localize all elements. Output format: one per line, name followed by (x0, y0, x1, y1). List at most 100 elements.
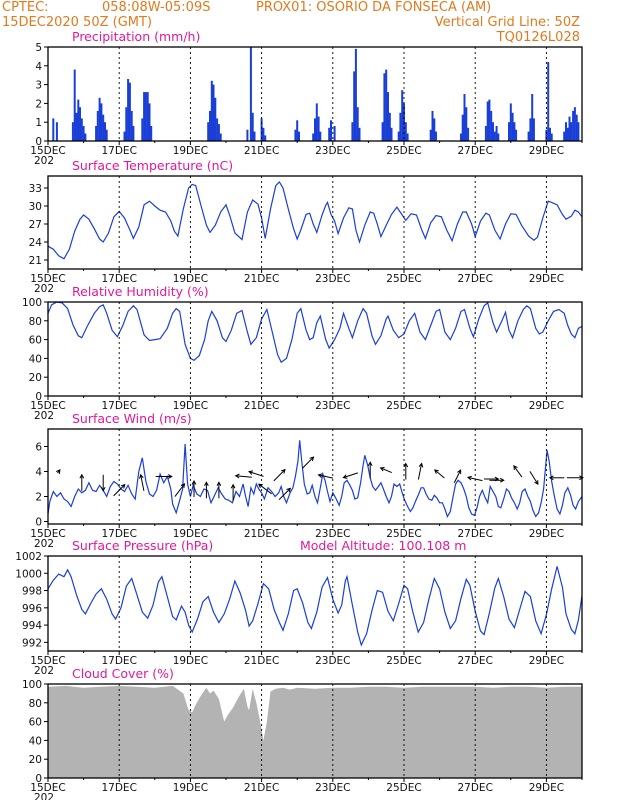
x-tick-label: 15DEC (30, 145, 65, 157)
x-tick-label: 29DEC (529, 782, 564, 794)
wind-arrow (155, 474, 173, 479)
x-tick-label: 27DEC (457, 400, 492, 412)
wind-series-line (47, 440, 583, 518)
wind-arrow (317, 473, 334, 479)
precip-bar (141, 118, 144, 141)
x-year-fragment: 202 (34, 665, 54, 677)
wind-arrow (100, 474, 106, 492)
y-tick-label: 27 (29, 219, 42, 231)
header-run-date: 15DEC2020 50Z (GMT) (2, 15, 152, 30)
y-tick-label: 80 (29, 316, 42, 328)
cloud-cover-area (48, 685, 582, 778)
precip-bar (96, 110, 99, 141)
precip-bar (467, 127, 470, 141)
precip-bar (550, 133, 553, 141)
precip-bar (249, 47, 252, 141)
panel-precip: Precipitation (mm/h) 0 1 2 3 4 5 15DEC 17DEC 19DE… (30, 29, 583, 167)
panel-frame-temp (47, 175, 583, 270)
x-tick-label: 27DEC (457, 145, 492, 157)
panel-rh: Relative Humidity (%) 0 20 40 60 80 100 15DEC 17… (22, 284, 583, 422)
y-tick-label: 4 (35, 467, 42, 479)
x-tick-label: 29DEC (529, 273, 564, 285)
precip-bar (572, 110, 575, 141)
y-tick-label: 60 (29, 717, 42, 729)
precip-bar (216, 118, 219, 141)
precip-bar (529, 118, 532, 141)
header-station: PROX01: OSORIO DA FONSECA (AM) (256, 0, 491, 15)
y-tick-label: 0 (35, 391, 42, 403)
temp-series-line (47, 181, 583, 260)
precip-bar (209, 110, 211, 141)
wind-arrow (417, 462, 424, 480)
panel-title-wind: Surface Wind (m/s) (72, 411, 192, 426)
precip-bar (82, 126, 85, 141)
panel-pressure: Surface Pressure (hPa) Model Altitude: 10… (15, 538, 583, 677)
precip-bar (294, 129, 297, 141)
precip-bar (52, 118, 55, 141)
precip-bar (573, 107, 576, 141)
y-tick-label: 998 (22, 586, 42, 598)
wind-arrow (548, 475, 565, 481)
y-tick-label: 0 (35, 517, 42, 529)
chart-panels: Precipitation (mm/h) 0 1 2 3 4 5 15DEC 17DEC 19DE… (15, 29, 584, 800)
x-tick-label: 25DEC (386, 145, 421, 157)
x-tick-label: 29DEC (529, 145, 564, 157)
x-tick-label: 17DEC (101, 273, 136, 285)
precip-bar (130, 110, 133, 141)
panel-title-cloud: Cloud Cover (%) (72, 666, 174, 681)
precip-bar (460, 133, 462, 141)
precip-bar (435, 131, 437, 141)
y-tick-label: 996 (22, 603, 42, 615)
precip-bar (531, 94, 534, 141)
wind-arrow (139, 473, 145, 491)
precip-bar (433, 118, 436, 141)
x-tick-label: 25DEC (386, 528, 421, 540)
precip-bar (317, 116, 320, 141)
x-tick-label: 15DEC (30, 655, 65, 667)
x-tick-label: 29DEC (529, 400, 564, 412)
x-year-fragment: 202 (34, 410, 54, 422)
wind-arrow (55, 469, 61, 474)
wind-arrow (379, 467, 392, 474)
wind-arrow (273, 468, 286, 482)
y-tick-label: 0 (35, 136, 42, 148)
precip-bar (75, 112, 78, 141)
y-tick-label: 33 (29, 183, 42, 195)
precip-bar (143, 92, 146, 141)
precip-bar (79, 107, 81, 141)
precip-bar (404, 122, 407, 141)
panel-title-temp: Surface Temperature (nC) (72, 158, 233, 173)
precip-bar (264, 135, 267, 141)
precip-bar (315, 103, 318, 141)
wind-arrow (367, 461, 373, 479)
x-tick-label: 17DEC (101, 145, 136, 157)
wind-arrow (230, 483, 236, 501)
precip-bar (150, 126, 153, 141)
precip-bar (490, 110, 493, 141)
precip-bar (513, 122, 516, 141)
x-year-fragment: 202 (34, 538, 54, 550)
x-tick-label: 25DEC (386, 782, 421, 794)
panel-frame-rh (47, 301, 583, 397)
precip-bar (497, 133, 500, 141)
x-tick-label: 21DEC (244, 145, 279, 157)
panel-frame-wind (47, 428, 583, 525)
precip-bar (212, 84, 215, 141)
x-tick-label: 21DEC (244, 782, 279, 794)
precip-bar (71, 122, 74, 141)
precip-bar (390, 127, 393, 141)
x-tick-label: 27DEC (457, 782, 492, 794)
x-tick-label: 15DEC (30, 528, 65, 540)
x-year-fragment: 202 (34, 155, 54, 167)
precip-bar (214, 97, 217, 141)
precip-bar (356, 107, 359, 141)
precip-bar (570, 122, 573, 141)
precip-bar (55, 122, 58, 141)
precip-bar (262, 127, 265, 141)
panel-title-pressure: Surface Pressure (hPa) (72, 538, 213, 553)
precip-bar (385, 69, 388, 141)
model-altitude-label: Model Altitude: 100.108 m (300, 538, 466, 553)
precip-bar (260, 118, 263, 141)
wind-arrow (248, 470, 264, 477)
